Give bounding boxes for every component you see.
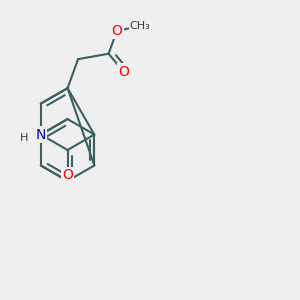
- Text: CH₃: CH₃: [130, 22, 150, 32]
- Text: N: N: [36, 128, 46, 142]
- Text: O: O: [118, 64, 129, 79]
- Text: H: H: [20, 133, 28, 143]
- Text: O: O: [62, 168, 73, 182]
- Text: O: O: [112, 23, 122, 38]
